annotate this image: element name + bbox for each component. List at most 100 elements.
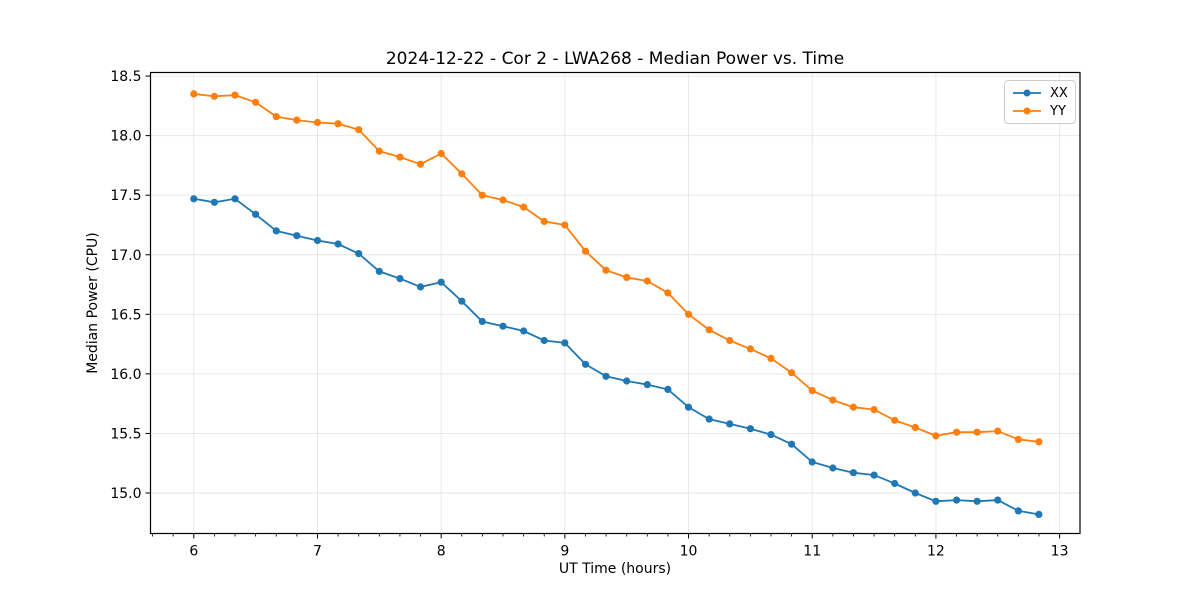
- chart-title: 2024-12-22 - Cor 2 - LWA268 - Median Pow…: [386, 49, 844, 69]
- data-point-xx: [788, 440, 796, 448]
- data-point-yy: [581, 247, 590, 255]
- data-point-yy: [540, 217, 548, 225]
- data-point-xx: [932, 497, 940, 505]
- data-point-xx: [210, 198, 218, 206]
- data-point-yy: [788, 369, 796, 377]
- y-tick-label: 16.5: [110, 307, 141, 323]
- data-point-yy: [623, 273, 631, 281]
- data-point-xx: [190, 195, 198, 203]
- y-tick-label: 15.5: [110, 426, 141, 442]
- data-point-xx: [416, 283, 425, 291]
- x-axis-label: UT Time (hours): [559, 561, 671, 577]
- data-point-xx: [726, 420, 734, 428]
- data-point-yy: [499, 196, 507, 204]
- data-point-xx: [334, 240, 342, 248]
- data-point-yy: [231, 91, 239, 99]
- y-tick-label: 17.0: [110, 248, 141, 264]
- y-tick-label: 15.0: [110, 486, 141, 502]
- data-point-xx: [355, 250, 363, 258]
- data-point-yy: [355, 126, 363, 134]
- data-point-xx: [829, 464, 837, 472]
- data-point-xx: [664, 385, 672, 393]
- data-point-xx: [953, 496, 961, 504]
- x-tick-label: 11: [803, 544, 821, 560]
- legend-line-marker-icon: [1013, 107, 1041, 115]
- data-point-xx: [643, 381, 651, 389]
- data-point-xx: [705, 415, 713, 423]
- data-point-yy: [602, 266, 610, 274]
- x-tick-label: 12: [927, 544, 945, 560]
- data-point-yy: [375, 147, 383, 155]
- data-point-xx: [891, 479, 899, 488]
- data-point-yy: [746, 345, 755, 353]
- data-point-yy: [684, 310, 693, 318]
- data-point-yy: [643, 277, 651, 285]
- data-point-xx: [808, 458, 816, 466]
- data-point-yy: [313, 118, 322, 127]
- data-point-yy: [561, 221, 569, 229]
- x-tick-label: 10: [680, 544, 698, 560]
- legend-item-yy: YY: [1012, 104, 1068, 118]
- data-point-yy: [829, 396, 837, 404]
- legend-label-yy: YY: [1050, 103, 1066, 119]
- data-point-xx: [458, 297, 466, 305]
- data-point-yy: [664, 289, 672, 297]
- data-point-xx: [396, 275, 404, 283]
- data-point-yy: [437, 149, 445, 158]
- data-point-yy: [767, 354, 775, 362]
- data-point-xx: [1035, 510, 1043, 518]
- grid-layer: [150, 72, 1080, 534]
- data-point-yy: [293, 116, 301, 124]
- data-point-yy: [334, 120, 342, 128]
- data-point-yy: [911, 423, 919, 432]
- data-point-yy: [726, 336, 734, 345]
- legend-line-marker-icon: [1013, 89, 1041, 97]
- data-point-xx: [561, 339, 569, 347]
- data-point-yy: [705, 326, 713, 334]
- data-point-xx: [520, 327, 528, 335]
- data-point-yy: [808, 387, 816, 395]
- data-point-yy: [870, 406, 878, 414]
- data-point-yy: [1014, 435, 1023, 443]
- data-point-xx: [437, 278, 445, 286]
- data-point-yy: [416, 160, 425, 168]
- x-tick-label: 9: [560, 544, 569, 560]
- data-point-yy: [953, 428, 961, 436]
- data-point-xx: [293, 232, 301, 240]
- data-point-xx: [272, 227, 280, 235]
- series-line-xx: [193, 197, 1040, 516]
- data-point-yy: [458, 170, 466, 178]
- x-tick-label: 13: [1051, 544, 1069, 560]
- plot-frame: [149, 71, 1081, 535]
- data-point-xx: [231, 195, 239, 203]
- data-point-xx: [499, 322, 507, 330]
- y-tick-label: 18.0: [110, 129, 141, 145]
- data-point-xx: [623, 377, 631, 385]
- data-point-xx: [849, 469, 858, 477]
- legend-item-xx: XX: [1012, 86, 1068, 100]
- legend-label-xx: XX: [1050, 85, 1068, 101]
- data-point-xx: [252, 210, 260, 218]
- y-tick-label: 16.0: [110, 367, 141, 383]
- y-tick-label: 18.5: [110, 69, 141, 85]
- data-point-yy: [272, 113, 280, 121]
- data-point-yy: [478, 191, 486, 199]
- data-point-xx: [313, 236, 322, 245]
- data-point-xx: [1014, 507, 1023, 515]
- data-point-yy: [190, 90, 198, 98]
- data-point-xx: [684, 403, 693, 411]
- data-point-yy: [210, 92, 218, 100]
- data-point-xx: [767, 431, 775, 439]
- data-point-xx: [746, 425, 755, 433]
- data-point-xx: [375, 267, 383, 275]
- data-point-yy: [1035, 438, 1043, 446]
- data-point-xx: [994, 496, 1002, 504]
- data-point-xx: [870, 471, 878, 479]
- data-point-yy: [396, 153, 404, 161]
- data-point-xx: [973, 497, 981, 505]
- x-tick-label: 8: [437, 544, 446, 560]
- x-tick-label: 6: [189, 544, 198, 560]
- data-point-xx: [478, 317, 486, 326]
